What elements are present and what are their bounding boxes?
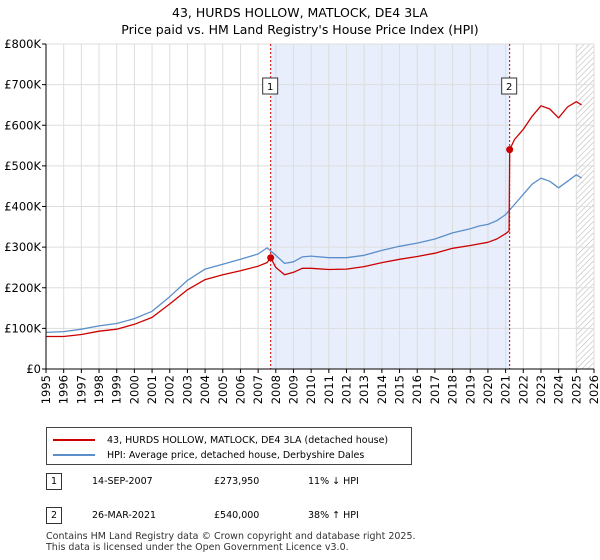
legend-label-hpi: HPI: Average price, detached house, Derb… bbox=[107, 449, 365, 461]
x-tick-label: 2025 bbox=[569, 375, 583, 404]
sale-date: 26-MAR-2021 bbox=[92, 510, 157, 521]
sale-row: 1 14-SEP-2007 £273,950 11% ↓ HPI bbox=[46, 473, 566, 493]
x-tick-label: 2004 bbox=[198, 375, 212, 404]
footer-line-2: This data is licensed under the Open Gov… bbox=[46, 542, 349, 553]
sale-marker-label: 1 bbox=[267, 82, 273, 93]
sale-price: £540,000 bbox=[214, 510, 260, 521]
y-tick-label: £200K bbox=[4, 281, 41, 295]
x-tick-label: 1997 bbox=[74, 375, 88, 404]
legend-item-property: 43, HURDS HOLLOW, MATLOCK, DE4 3LA (deta… bbox=[47, 433, 388, 447]
y-tick-label: £800K bbox=[4, 37, 41, 51]
chart-title-block: 43, HURDS HOLLOW, MATLOCK, DE4 3LA Price… bbox=[0, 4, 600, 38]
legend-item-hpi: HPI: Average price, detached house, Derb… bbox=[47, 448, 364, 462]
x-tick-label: 2024 bbox=[552, 375, 566, 404]
x-tick-label: 2001 bbox=[145, 375, 159, 404]
sale-date: 14-SEP-2007 bbox=[92, 476, 153, 487]
x-tick-label: 2022 bbox=[516, 375, 530, 404]
x-tick-label: 2018 bbox=[446, 375, 460, 404]
x-tick-label: 1999 bbox=[110, 375, 124, 404]
x-tick-label: 2023 bbox=[534, 375, 548, 404]
x-tick-label: 2012 bbox=[340, 375, 354, 404]
series-line-property bbox=[46, 101, 582, 338]
sale-hpi-diff: 11% ↓ HPI bbox=[308, 476, 359, 487]
series-line-hpi bbox=[45, 174, 582, 334]
x-tick-label: 2000 bbox=[127, 375, 141, 404]
x-tick-label: 2019 bbox=[463, 375, 477, 404]
x-tick-label: 2020 bbox=[481, 375, 495, 404]
x-tick-label: 2009 bbox=[286, 375, 300, 404]
x-tick-label: 1998 bbox=[92, 375, 106, 404]
x-tick-label: 2005 bbox=[216, 375, 230, 404]
x-tick-label: 2011 bbox=[322, 375, 336, 404]
y-tick-label: £600K bbox=[4, 118, 41, 132]
x-tick-label: 2008 bbox=[269, 375, 283, 404]
x-tick-label: 2010 bbox=[304, 375, 318, 404]
sale-price: £273,950 bbox=[214, 476, 260, 487]
x-tick-label: 2013 bbox=[357, 375, 371, 404]
y-tick-label: £100K bbox=[4, 321, 41, 335]
y-tick-label: £400K bbox=[4, 200, 41, 214]
sale-point bbox=[506, 146, 514, 154]
sale-number-badge: 1 bbox=[46, 473, 62, 490]
x-tick-label: 2006 bbox=[233, 375, 247, 404]
sale-row: 2 26-MAR-2021 £540,000 38% ↑ HPI bbox=[46, 507, 566, 527]
x-tick-label: 2021 bbox=[499, 375, 513, 404]
chart-title: 43, HURDS HOLLOW, MATLOCK, DE4 3LA bbox=[172, 5, 428, 20]
sale-marker-box bbox=[262, 77, 279, 95]
y-tick-label: £300K bbox=[4, 240, 41, 254]
x-tick-label: 2014 bbox=[375, 375, 389, 404]
sale-number-badge: 2 bbox=[46, 507, 62, 524]
x-tick-label: 1996 bbox=[57, 375, 71, 404]
legend-swatch-hpi bbox=[53, 454, 95, 456]
x-tick-label: 2016 bbox=[410, 375, 424, 404]
chart-subtitle: Price paid vs. HM Land Registry's House … bbox=[121, 22, 479, 37]
x-tick-label: 2017 bbox=[428, 375, 442, 404]
sale-marker-box bbox=[501, 77, 518, 95]
x-tick-label: 2007 bbox=[251, 375, 265, 404]
sale-point bbox=[267, 254, 275, 262]
sale-hpi-diff: 38% ↑ HPI bbox=[308, 510, 359, 521]
y-tick-label: £700K bbox=[4, 78, 41, 92]
x-tick-label: 2003 bbox=[180, 375, 194, 404]
axes: £0 £100K £200K £300K £400K £500K £600K £700K £80… bbox=[4, 37, 600, 404]
footer-line-1: Contains HM Land Registry data © Crown c… bbox=[46, 531, 416, 542]
legend: 43, HURDS HOLLOW, MATLOCK, DE4 3LA (deta… bbox=[46, 427, 412, 465]
x-tick-label: 2002 bbox=[163, 375, 177, 404]
sale-marker-label: 2 bbox=[506, 82, 512, 93]
legend-label-property: 43, HURDS HOLLOW, MATLOCK, DE4 3LA (deta… bbox=[107, 434, 389, 446]
footer: Contains HM Land Registry data © Crown c… bbox=[46, 531, 416, 553]
x-tick-label: 2015 bbox=[393, 375, 407, 404]
x-tick-label: 2026 bbox=[587, 375, 600, 404]
legend-swatch-property bbox=[53, 439, 95, 441]
y-tick-label: £500K bbox=[4, 159, 41, 173]
x-tick-label: 1995 bbox=[39, 375, 53, 404]
y-tick-label: £0 bbox=[26, 362, 41, 376]
series-lines bbox=[45, 101, 582, 338]
